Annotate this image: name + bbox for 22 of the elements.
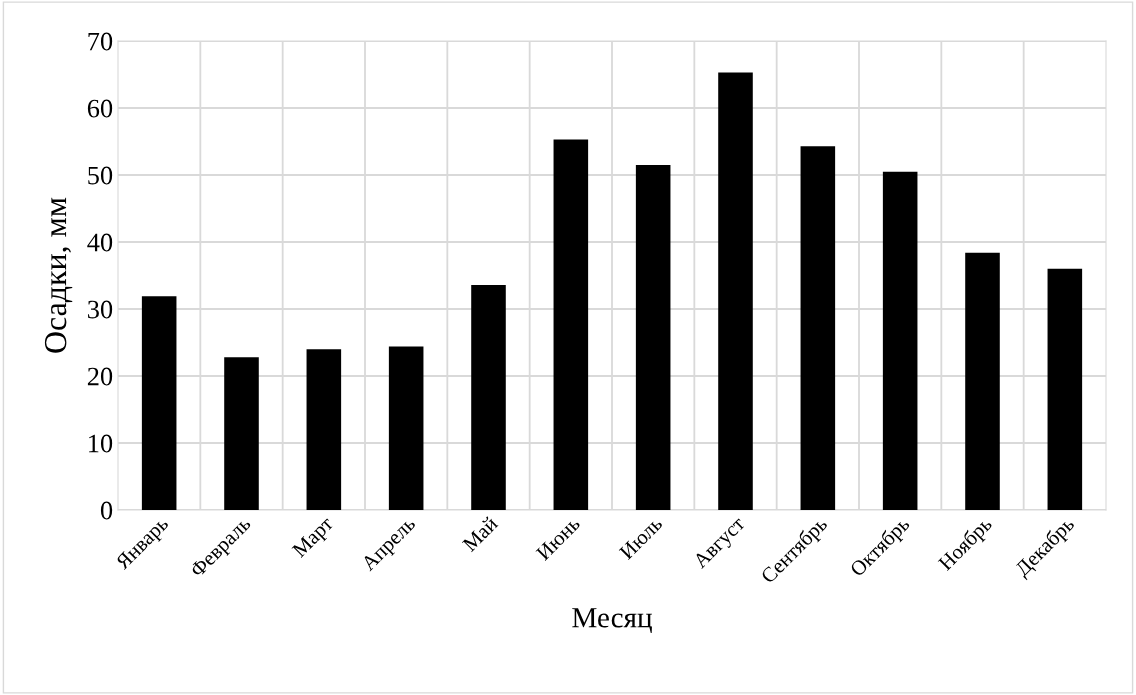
bar xyxy=(224,357,259,510)
y-tick-label: 60 xyxy=(87,99,113,118)
y-tick-label: 20 xyxy=(87,367,113,386)
bar xyxy=(635,164,671,510)
bar xyxy=(141,296,177,510)
y-tick-label: 30 xyxy=(88,300,113,319)
y-tick-label: 10 xyxy=(89,434,113,453)
bar xyxy=(718,72,753,510)
bar xyxy=(800,146,836,510)
y-axis-title: Осадки, мм xyxy=(44,197,73,353)
bar xyxy=(1047,268,1083,510)
bar xyxy=(553,139,589,510)
bar xyxy=(882,171,918,510)
bar xyxy=(965,252,1000,510)
y-tick-label: 50 xyxy=(88,166,113,185)
y-tick-label: 40 xyxy=(87,233,113,252)
bar xyxy=(388,346,424,510)
bar xyxy=(306,349,342,510)
y-tick-label: 0 xyxy=(100,501,113,520)
y-tick-label: 70 xyxy=(88,32,113,51)
x-axis-title: Месяц xyxy=(572,608,652,633)
bar xyxy=(471,284,506,510)
